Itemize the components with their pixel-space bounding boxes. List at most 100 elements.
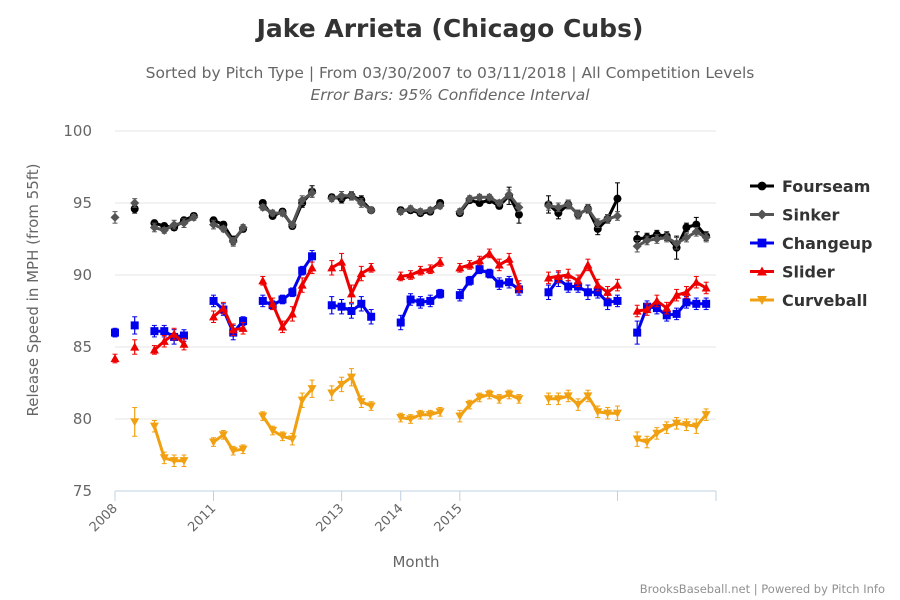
data-point-sinker[interactable] xyxy=(455,207,465,217)
data-point-curveball[interactable] xyxy=(277,432,287,441)
data-point-changeup[interactable] xyxy=(465,276,474,285)
data-point-changeup[interactable] xyxy=(455,291,464,300)
data-point-sinker[interactable] xyxy=(672,238,682,248)
data-point-slider[interactable] xyxy=(218,303,228,312)
data-point-changeup[interactable] xyxy=(258,296,267,305)
data-point-curveball[interactable] xyxy=(268,426,278,436)
data-point-slider[interactable] xyxy=(287,309,297,318)
data-point-slider[interactable] xyxy=(130,342,140,351)
data-point-curveball[interactable] xyxy=(179,457,189,466)
data-point-curveball[interactable] xyxy=(415,411,425,420)
data-point-fourseam[interactable] xyxy=(633,235,642,243)
data-point-slider[interactable] xyxy=(603,287,613,296)
data-point-sinker[interactable] xyxy=(514,202,524,212)
data-point-slider[interactable] xyxy=(563,270,573,279)
data-point-changeup[interactable] xyxy=(426,296,435,305)
data-point-curveball[interactable] xyxy=(406,415,416,424)
data-point-sinker[interactable] xyxy=(238,222,248,232)
data-point-slider[interactable] xyxy=(652,296,662,305)
data-point-slider[interactable] xyxy=(425,264,435,273)
data-point-slider[interactable] xyxy=(642,305,652,314)
data-point-slider[interactable] xyxy=(514,282,524,291)
data-point-changeup[interactable] xyxy=(495,279,504,288)
data-point-sinker[interactable] xyxy=(209,220,219,230)
data-point-slider[interactable] xyxy=(583,260,593,269)
data-point-changeup[interactable] xyxy=(111,328,119,337)
data-point-sinker[interactable] xyxy=(662,233,672,243)
data-point-curveball[interactable] xyxy=(662,424,672,433)
data-point-slider[interactable] xyxy=(327,263,337,272)
data-point-sinker[interactable] xyxy=(435,201,445,211)
data-point-sinker[interactable] xyxy=(169,220,179,230)
data-point-curveball[interactable] xyxy=(346,373,356,382)
data-point-sinker[interactable] xyxy=(691,227,701,237)
data-point-changeup[interactable] xyxy=(692,299,701,308)
data-point-slider[interactable] xyxy=(484,248,494,257)
data-point-fourseam[interactable] xyxy=(475,199,484,207)
data-point-curveball[interactable] xyxy=(573,401,583,410)
data-point-changeup[interactable] xyxy=(505,278,514,287)
data-point-curveball[interactable] xyxy=(435,408,445,417)
data-point-sinker[interactable] xyxy=(593,218,603,228)
data-point-slider[interactable] xyxy=(268,299,278,308)
data-point-curveball[interactable] xyxy=(504,390,514,400)
data-point-changeup[interactable] xyxy=(308,252,317,261)
data-point-curveball[interactable] xyxy=(130,418,140,427)
data-point-slider[interactable] xyxy=(691,277,701,286)
data-point-changeup[interactable] xyxy=(150,327,159,336)
data-point-sinker[interactable] xyxy=(465,194,475,204)
data-point-curveball[interactable] xyxy=(563,392,573,401)
data-point-slider[interactable] xyxy=(406,270,416,279)
data-point-sinker[interactable] xyxy=(553,202,563,212)
data-point-slider[interactable] xyxy=(228,325,238,334)
data-point-changeup[interactable] xyxy=(613,296,622,305)
data-point-slider[interactable] xyxy=(209,312,219,321)
data-point-sinker[interactable] xyxy=(356,198,366,208)
data-point-sinker[interactable] xyxy=(504,189,514,199)
data-point-changeup[interactable] xyxy=(130,321,139,330)
data-point-curveball[interactable] xyxy=(356,398,366,407)
data-point-slider[interactable] xyxy=(632,306,642,315)
data-point-curveball[interactable] xyxy=(218,431,228,440)
data-point-sinker[interactable] xyxy=(652,234,662,244)
data-point-sinker[interactable] xyxy=(701,233,711,243)
data-point-changeup[interactable] xyxy=(564,282,573,291)
data-point-slider[interactable] xyxy=(149,345,159,354)
data-point-changeup[interactable] xyxy=(367,312,376,321)
data-point-changeup[interactable] xyxy=(160,327,169,336)
data-point-fourseam[interactable] xyxy=(692,220,701,229)
data-point-changeup[interactable] xyxy=(347,307,356,315)
data-point-fourseam[interactable] xyxy=(613,194,622,203)
legend-item-changeup[interactable]: Changeup xyxy=(750,234,872,253)
data-point-curveball[interactable] xyxy=(642,438,652,447)
data-point-sinker[interactable] xyxy=(406,204,416,214)
data-point-curveball[interactable] xyxy=(159,454,169,463)
data-point-changeup[interactable] xyxy=(278,295,287,304)
data-point-curveball[interactable] xyxy=(327,389,337,398)
legend-item-sinker[interactable]: Sinker xyxy=(750,206,839,225)
data-point-slider[interactable] xyxy=(337,257,347,266)
data-point-curveball[interactable] xyxy=(307,385,317,394)
data-point-curveball[interactable] xyxy=(455,412,465,421)
data-point-slider[interactable] xyxy=(672,290,682,299)
data-point-sinker[interactable] xyxy=(297,195,307,205)
data-point-changeup[interactable] xyxy=(396,318,405,327)
data-point-curveball[interactable] xyxy=(149,422,159,431)
data-point-curveball[interactable] xyxy=(652,429,662,438)
data-point-sinker[interactable] xyxy=(563,199,573,209)
data-point-slider[interactable] xyxy=(553,271,563,281)
data-point-sinker[interactable] xyxy=(287,220,297,230)
data-point-fourseam[interactable] xyxy=(682,223,691,232)
data-point-slider[interactable] xyxy=(593,280,603,289)
data-point-slider[interactable] xyxy=(110,354,120,363)
data-point-curveball[interactable] xyxy=(593,408,603,417)
data-point-slider[interactable] xyxy=(307,263,317,272)
data-point-curveball[interactable] xyxy=(209,438,219,447)
data-point-slider[interactable] xyxy=(612,280,622,289)
data-point-curveball[interactable] xyxy=(465,401,475,410)
data-point-changeup[interactable] xyxy=(288,288,297,297)
data-point-slider[interactable] xyxy=(573,276,583,285)
data-point-changeup[interactable] xyxy=(475,265,484,274)
data-point-slider[interactable] xyxy=(415,266,425,275)
data-point-slider[interactable] xyxy=(701,283,711,292)
